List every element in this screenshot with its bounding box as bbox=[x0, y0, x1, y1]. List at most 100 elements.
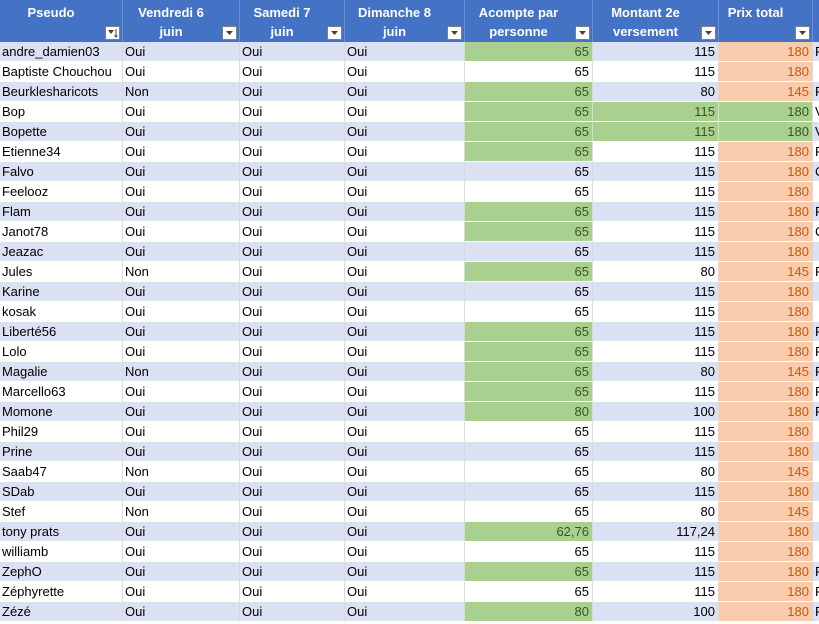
column-header-acompte[interactable]: Acompte par personne bbox=[465, 0, 593, 42]
cell-vendredi[interactable]: Oui bbox=[123, 282, 240, 302]
cell-acompte[interactable]: 80 bbox=[465, 402, 593, 422]
cell-montant[interactable]: 115 bbox=[593, 322, 719, 342]
cell-dimanche[interactable]: Oui bbox=[345, 242, 465, 262]
cell-dimanche[interactable]: Oui bbox=[345, 82, 465, 102]
cell-pseudo[interactable]: Feelooz bbox=[0, 182, 123, 202]
cell-prix-total[interactable]: 180 bbox=[719, 402, 813, 422]
cell-extra[interactable]: C bbox=[813, 222, 819, 242]
cell-acompte[interactable]: 62,76 bbox=[465, 522, 593, 542]
cell-dimanche[interactable]: Oui bbox=[345, 182, 465, 202]
cell-extra[interactable]: V bbox=[813, 122, 819, 142]
cell-prix-total[interactable]: 145 bbox=[719, 502, 813, 522]
cell-samedi[interactable]: Oui bbox=[240, 162, 345, 182]
cell-extra[interactable]: P bbox=[813, 362, 819, 382]
cell-samedi[interactable]: Oui bbox=[240, 582, 345, 602]
cell-samedi[interactable]: Oui bbox=[240, 82, 345, 102]
cell-extra[interactable] bbox=[813, 522, 819, 542]
cell-dimanche[interactable]: Oui bbox=[345, 282, 465, 302]
cell-prix-total[interactable]: 180 bbox=[719, 202, 813, 222]
cell-extra[interactable]: P bbox=[813, 382, 819, 402]
cell-vendredi[interactable]: Oui bbox=[123, 162, 240, 182]
cell-pseudo[interactable]: williamb bbox=[0, 542, 123, 562]
cell-samedi[interactable]: Oui bbox=[240, 562, 345, 582]
cell-vendredi[interactable]: Oui bbox=[123, 122, 240, 142]
cell-extra[interactable] bbox=[813, 282, 819, 302]
cell-vendredi[interactable]: Non bbox=[123, 502, 240, 522]
cell-prix-total[interactable]: 145 bbox=[719, 362, 813, 382]
cell-samedi[interactable]: Oui bbox=[240, 42, 345, 62]
cell-samedi[interactable]: Oui bbox=[240, 242, 345, 262]
cell-acompte[interactable]: 65 bbox=[465, 382, 593, 402]
cell-pseudo[interactable]: SDab bbox=[0, 482, 123, 502]
cell-vendredi[interactable]: Oui bbox=[123, 62, 240, 82]
cell-extra[interactable] bbox=[813, 302, 819, 322]
cell-montant[interactable]: 115 bbox=[593, 382, 719, 402]
cell-vendredi[interactable]: Oui bbox=[123, 202, 240, 222]
cell-dimanche[interactable]: Oui bbox=[345, 542, 465, 562]
cell-extra[interactable]: V bbox=[813, 102, 819, 122]
cell-montant[interactable]: 80 bbox=[593, 262, 719, 282]
cell-dimanche[interactable]: Oui bbox=[345, 142, 465, 162]
cell-dimanche[interactable]: Oui bbox=[345, 422, 465, 442]
cell-dimanche[interactable]: Oui bbox=[345, 122, 465, 142]
cell-extra[interactable]: P bbox=[813, 562, 819, 582]
cell-prix-total[interactable]: 180 bbox=[719, 562, 813, 582]
cell-acompte[interactable]: 65 bbox=[465, 142, 593, 162]
cell-prix-total[interactable]: 180 bbox=[719, 142, 813, 162]
cell-dimanche[interactable]: Oui bbox=[345, 482, 465, 502]
cell-montant[interactable]: 115 bbox=[593, 182, 719, 202]
cell-vendredi[interactable]: Oui bbox=[123, 182, 240, 202]
cell-acompte[interactable]: 65 bbox=[465, 162, 593, 182]
cell-montant[interactable]: 115 bbox=[593, 142, 719, 162]
cell-pseudo[interactable]: Lolo bbox=[0, 342, 123, 362]
cell-pseudo[interactable]: Liberté56 bbox=[0, 322, 123, 342]
cell-montant[interactable]: 115 bbox=[593, 582, 719, 602]
cell-montant[interactable]: 115 bbox=[593, 562, 719, 582]
cell-prix-total[interactable]: 180 bbox=[719, 582, 813, 602]
cell-prix-total[interactable]: 180 bbox=[719, 162, 813, 182]
cell-samedi[interactable]: Oui bbox=[240, 302, 345, 322]
cell-montant[interactable]: 117,24 bbox=[593, 522, 719, 542]
cell-pseudo[interactable]: Jeazac bbox=[0, 242, 123, 262]
cell-prix-total[interactable]: 180 bbox=[719, 242, 813, 262]
cell-vendredi[interactable]: Oui bbox=[123, 602, 240, 622]
column-header-vendredi[interactable]: Vendredi 6 juin bbox=[123, 0, 240, 42]
cell-dimanche[interactable]: Oui bbox=[345, 162, 465, 182]
cell-samedi[interactable]: Oui bbox=[240, 422, 345, 442]
cell-dimanche[interactable]: Oui bbox=[345, 62, 465, 82]
cell-montant[interactable]: 115 bbox=[593, 282, 719, 302]
cell-pseudo[interactable]: Zéphyrette bbox=[0, 582, 123, 602]
cell-dimanche[interactable]: Oui bbox=[345, 562, 465, 582]
cell-vendredi[interactable]: Oui bbox=[123, 222, 240, 242]
cell-prix-total[interactable]: 180 bbox=[719, 222, 813, 242]
cell-acompte[interactable]: 65 bbox=[465, 482, 593, 502]
cell-dimanche[interactable]: Oui bbox=[345, 522, 465, 542]
cell-acompte[interactable]: 65 bbox=[465, 362, 593, 382]
cell-prix-total[interactable]: 145 bbox=[719, 462, 813, 482]
cell-vendredi[interactable]: Oui bbox=[123, 322, 240, 342]
cell-dimanche[interactable]: Oui bbox=[345, 462, 465, 482]
column-header-samedi[interactable]: Samedi 7 juin bbox=[240, 0, 345, 42]
cell-acompte[interactable]: 65 bbox=[465, 502, 593, 522]
cell-samedi[interactable]: Oui bbox=[240, 482, 345, 502]
cell-prix-total[interactable]: 180 bbox=[719, 282, 813, 302]
cell-samedi[interactable]: Oui bbox=[240, 222, 345, 242]
cell-acompte[interactable]: 65 bbox=[465, 182, 593, 202]
cell-extra[interactable]: P bbox=[813, 202, 819, 222]
cell-acompte[interactable]: 65 bbox=[465, 82, 593, 102]
cell-acompte[interactable]: 65 bbox=[465, 202, 593, 222]
cell-samedi[interactable]: Oui bbox=[240, 522, 345, 542]
cell-pseudo[interactable]: ZephO bbox=[0, 562, 123, 582]
cell-prix-total[interactable]: 145 bbox=[719, 82, 813, 102]
cell-extra[interactable]: C bbox=[813, 162, 819, 182]
cell-vendredi[interactable]: Oui bbox=[123, 42, 240, 62]
cell-dimanche[interactable]: Oui bbox=[345, 102, 465, 122]
cell-pseudo[interactable]: tony prats bbox=[0, 522, 123, 542]
cell-acompte[interactable]: 65 bbox=[465, 322, 593, 342]
cell-extra[interactable]: P bbox=[813, 82, 819, 102]
cell-pseudo[interactable]: Momone bbox=[0, 402, 123, 422]
cell-montant[interactable]: 80 bbox=[593, 82, 719, 102]
cell-extra[interactable]: P bbox=[813, 402, 819, 422]
cell-vendredi[interactable]: Oui bbox=[123, 522, 240, 542]
cell-pseudo[interactable]: Karine bbox=[0, 282, 123, 302]
